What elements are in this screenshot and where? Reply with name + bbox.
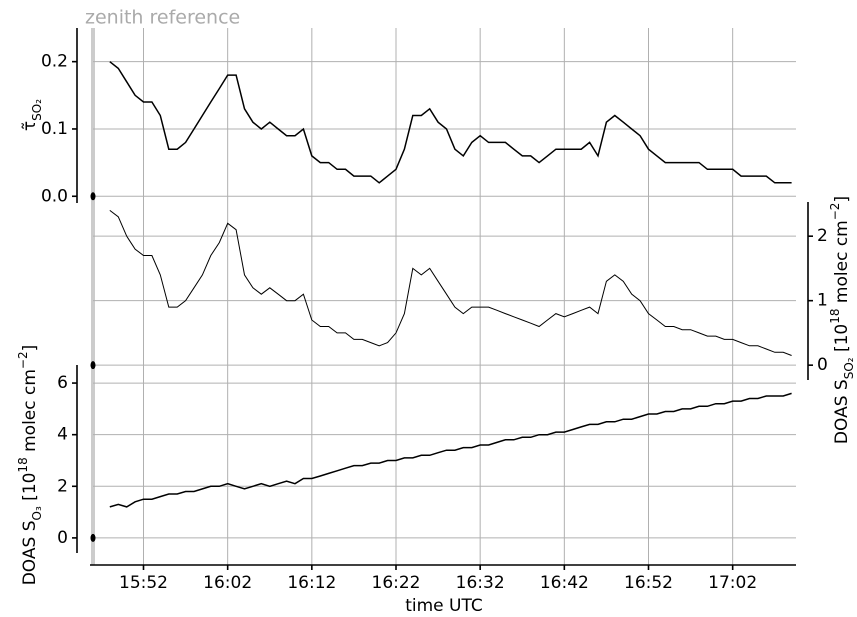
y-label-part: τ̃	[20, 121, 40, 131]
y-label-part: DOAS S	[20, 520, 40, 585]
y-label-part: [10	[20, 473, 40, 507]
x-tick-label: 16:02	[203, 573, 252, 593]
x-tick-label: 16:22	[372, 573, 421, 593]
y-axis-label: DOAS SSO₂ [1018 molec cm−2]	[828, 196, 856, 444]
y-tick-label: 2	[57, 476, 68, 496]
zenith-point	[90, 361, 96, 370]
x-axis-label: time UTC	[405, 596, 483, 616]
y-tick-label: 0.1	[41, 119, 68, 139]
y-axis-label: DOAS SO₃ [1018 molec cm−2]	[16, 345, 44, 586]
y-label-part: 18	[828, 308, 842, 323]
y-tick-label: 2	[817, 226, 828, 246]
y-label-part: ]	[832, 196, 852, 203]
y-label-part: O₃	[30, 506, 44, 520]
data-line	[109, 210, 792, 356]
y-axis-label: τ̃SO₂	[20, 99, 44, 131]
y-tick-label: 6	[57, 373, 68, 393]
data-line	[109, 392, 792, 508]
y-tick-label: 4	[57, 425, 68, 445]
x-tick-label: 16:52	[624, 573, 673, 593]
y-tick-label: 0	[817, 355, 828, 375]
zenith-point	[90, 533, 96, 542]
data-line	[109, 61, 792, 184]
y-label-part: 18	[16, 457, 30, 472]
y-tick-label: 0.0	[41, 186, 68, 206]
x-tick-label: 16:42	[540, 573, 589, 593]
y-label-part: DOAS S	[832, 379, 852, 444]
x-tick-label: 16:32	[456, 573, 505, 593]
x-tick-label: 16:12	[287, 573, 336, 593]
y-label-part: [10	[832, 324, 852, 358]
y-label-part: molec cm	[832, 220, 852, 308]
y-label-part: SO₂	[842, 357, 856, 379]
zenith-annotation: zenith reference	[85, 7, 240, 29]
y-label-part: molec cm	[20, 369, 40, 457]
x-tick-label: 15:52	[119, 573, 168, 593]
y-tick-label: 0.2	[41, 52, 68, 72]
y-label-part: −2	[828, 203, 842, 221]
y-label-part: −2	[16, 351, 30, 369]
y-label-part: SO₂	[30, 99, 44, 121]
y-tick-label: 1	[817, 291, 828, 311]
y-tick-label: 0	[57, 528, 68, 548]
x-tick-label: 17:02	[708, 573, 757, 593]
zenith-point	[90, 192, 96, 201]
y-label-part: ]	[20, 345, 40, 352]
